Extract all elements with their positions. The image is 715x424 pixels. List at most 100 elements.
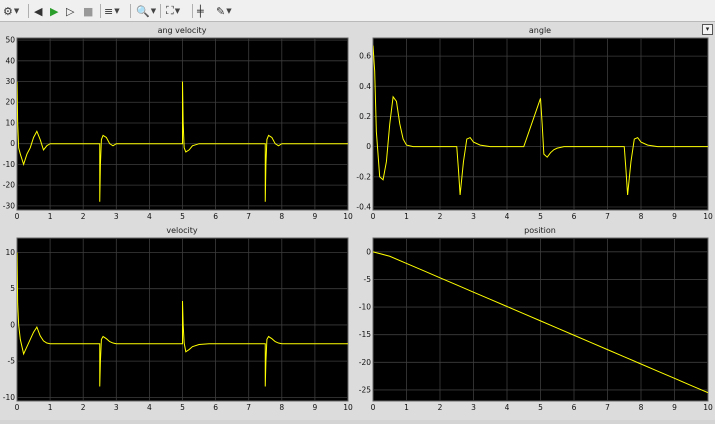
zoom-icon: 🔍 — [136, 4, 150, 18]
dropdown-caret-icon: ▼ — [150, 7, 157, 15]
y-tick-label: 5 — [10, 284, 15, 293]
stop-icon: ■ — [83, 4, 94, 18]
panel-title: position — [524, 226, 556, 235]
y-tick-label: 10 — [5, 248, 15, 257]
x-tick-label: 6 — [572, 403, 577, 412]
scope-panel-velocity[interactable]: velocity 0 1 2 3 4 5 6 7 8 9 10 10 5 0 -5 -10 — [3, 226, 353, 412]
x-tick-label: 7 — [605, 212, 610, 221]
step-forward-icon: ▷ — [66, 4, 75, 18]
y-tick-label: -25 — [359, 385, 371, 394]
x-tick-label: 5 — [180, 212, 185, 221]
x-tick-label: 4 — [147, 212, 152, 221]
x-tick-label: 5 — [538, 212, 543, 221]
y-tick-label: -20 — [359, 358, 371, 367]
x-tick-label: 6 — [213, 403, 218, 412]
x-tick-label: 10 — [703, 212, 713, 221]
y-tick-label: 0.6 — [359, 52, 371, 61]
y-tick-label: -5 — [8, 357, 16, 366]
x-tick-label: 3 — [114, 403, 119, 412]
style-button[interactable]: ✎ ▼ — [216, 3, 232, 19]
highlight-button[interactable]: ≡ ▼ — [104, 3, 120, 19]
scope-plot-area: ang velocity 0 1 2 3 4 5 6 7 8 9 10 50 40 30 20 10 0 -10 -2… — [0, 22, 715, 420]
x-tick-label: 9 — [672, 212, 677, 221]
x-tick-label: 1 — [48, 212, 53, 221]
step-back-icon: ◀ — [34, 4, 43, 18]
y-tick-label: -0.4 — [356, 202, 371, 211]
cursor-measure-icon: ╪ — [197, 4, 204, 18]
x-tick-label: 1 — [48, 403, 53, 412]
x-tick-label: 0 — [15, 212, 20, 221]
signal-line-angle — [373, 45, 708, 195]
stop-button[interactable]: ■ — [83, 3, 93, 19]
scope-panel-position[interactable]: position 0 1 2 3 4 5 6 7 8 9 10 0 -5 -10 -15 -20 -25 — [359, 226, 713, 412]
x-tick-label: 9 — [313, 212, 318, 221]
toolbar-separator — [28, 4, 29, 18]
signal-line-position — [373, 251, 708, 394]
x-tick-label: 2 — [438, 212, 443, 221]
y-tick-label: 20 — [5, 98, 15, 107]
x-tick-label: 6 — [572, 212, 577, 221]
x-tick-label: 2 — [81, 212, 86, 221]
y-tick-label: -15 — [359, 330, 371, 339]
fit-to-view-icon: ⛶ — [166, 4, 174, 17]
x-tick-label: 1 — [404, 212, 409, 221]
x-tick-label: 4 — [147, 403, 152, 412]
scope-toolbar: ⚙ ▼ ◀ ▶ ▷ ■ ≡ ▼ 🔍 ▼ ⛶ ▼ ╪ ✎ ▼ — [0, 0, 715, 22]
toolbar-separator — [100, 4, 101, 18]
y-tick-label: -5 — [364, 275, 372, 284]
settings-button[interactable]: ⚙ ▼ — [3, 3, 19, 19]
signal-line-ang-velocity — [17, 81, 348, 202]
step-back-button[interactable]: ◀ — [34, 3, 42, 19]
zoom-button[interactable]: 🔍 ▼ — [136, 3, 156, 19]
x-tick-label: 4 — [505, 212, 510, 221]
x-tick-label: 8 — [279, 212, 284, 221]
x-tick-label: 6 — [213, 212, 218, 221]
x-tick-label: 10 — [343, 212, 353, 221]
dropdown-caret-icon: ▼ — [114, 7, 120, 15]
y-tick-label: -10 — [3, 393, 15, 402]
y-tick-label: 0 — [366, 247, 371, 256]
x-tick-label: 2 — [81, 403, 86, 412]
y-tick-label: 0.4 — [359, 82, 371, 91]
panel-title: velocity — [166, 226, 198, 235]
cursor-measure-button[interactable]: ╪ — [197, 3, 204, 19]
x-tick-label: 0 — [15, 403, 20, 412]
x-tick-label: 9 — [672, 403, 677, 412]
x-tick-label: 5 — [180, 403, 185, 412]
dropdown-caret-icon: ▼ — [174, 7, 181, 15]
x-tick-label: 1 — [404, 403, 409, 412]
y-tick-label: -0.2 — [356, 172, 371, 181]
y-tick-label: -20 — [3, 181, 15, 190]
run-button[interactable]: ▶ — [50, 3, 58, 19]
y-tick-label: -30 — [3, 201, 15, 210]
dropdown-caret-icon: ▼ — [226, 7, 232, 15]
y-tick-label: 0 — [10, 139, 15, 148]
x-tick-label: 7 — [605, 403, 610, 412]
x-tick-label: 8 — [639, 212, 644, 221]
x-tick-label: 5 — [538, 403, 543, 412]
style-icon: ✎ — [216, 4, 226, 18]
y-tick-label: 0.2 — [359, 112, 371, 121]
dock-menu-icon[interactable]: ▾ — [702, 24, 713, 35]
panel-title: ang velocity — [158, 26, 207, 35]
x-tick-label: 9 — [313, 403, 318, 412]
x-tick-label: 0 — [371, 403, 376, 412]
x-tick-label: 8 — [639, 403, 644, 412]
y-tick-label: 40 — [5, 56, 15, 65]
x-tick-label: 0 — [371, 212, 376, 221]
run-icon: ▶ — [50, 4, 59, 18]
settings-icon: ⚙ — [3, 4, 13, 18]
y-tick-label: -10 — [359, 303, 371, 312]
scope-panel-ang-velocity[interactable]: ang velocity 0 1 2 3 4 5 6 7 8 9 10 50 40 30 20 10 0 -10 -2… — [3, 26, 353, 221]
x-tick-label: 7 — [246, 403, 251, 412]
dropdown-caret-icon: ▼ — [13, 7, 20, 15]
y-tick-label: -10 — [3, 160, 15, 169]
x-tick-label: 10 — [343, 403, 353, 412]
fit-to-view-button[interactable]: ⛶ ▼ — [166, 3, 180, 19]
x-tick-label: 10 — [703, 403, 713, 412]
scope-panel-angle[interactable]: angle 0 1 2 3 4 5 6 7 8 9 10 0.6 0.4 0.2 0 -0.2 -0.4 — [356, 26, 713, 221]
y-tick-label: 10 — [5, 118, 15, 127]
step-forward-button[interactable]: ▷ — [66, 3, 74, 19]
x-tick-label: 3 — [471, 403, 476, 412]
